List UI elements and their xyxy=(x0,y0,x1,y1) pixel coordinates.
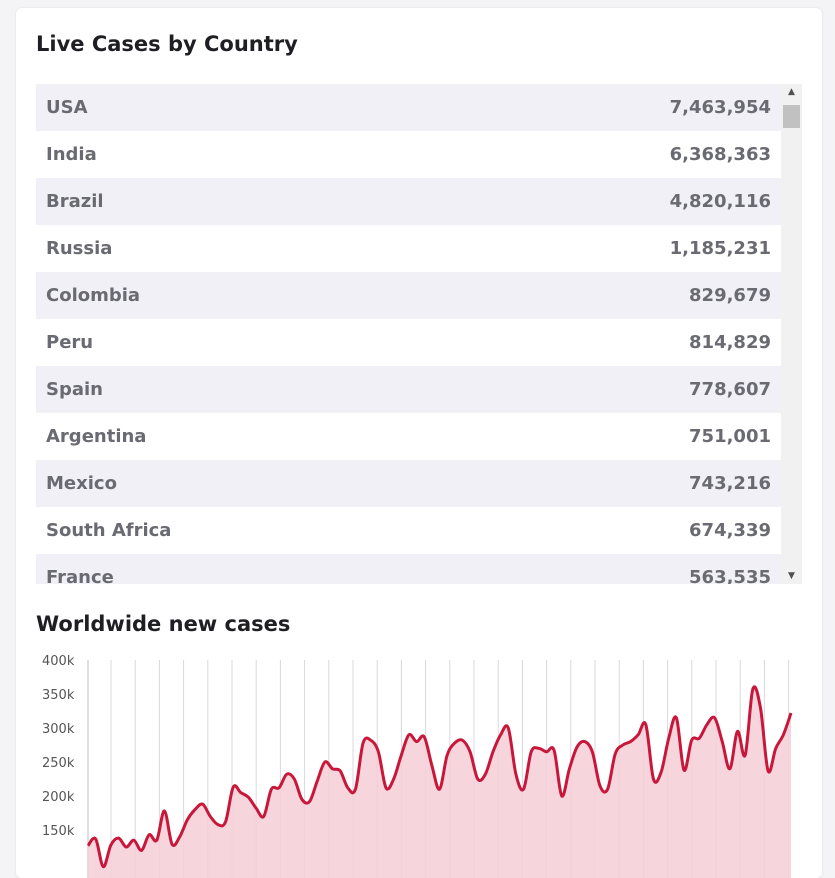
scrollbar-thumb[interactable] xyxy=(783,105,800,128)
table-rows: USA 7,463,954 India 6,368,363 Brazil 4,820,11… xyxy=(36,84,781,584)
table-title: Live Cases by Country xyxy=(36,32,298,56)
table-row: Peru 814,829 xyxy=(36,319,781,366)
country-name: Brazil xyxy=(46,191,104,212)
case-count: 778,607 xyxy=(689,379,771,400)
y-tick-label: 350k xyxy=(42,688,75,703)
case-count: 829,679 xyxy=(689,285,771,306)
table-row: Colombia 829,679 xyxy=(36,272,781,319)
country-name: Peru xyxy=(46,332,94,353)
series-line xyxy=(86,685,793,869)
country-name: Spain xyxy=(46,379,103,400)
country-name: Argentina xyxy=(46,426,147,447)
chart-svg: 400k 350k 300k 250k 200k 150k xyxy=(42,654,793,878)
case-count: 743,216 xyxy=(689,473,771,494)
country-name: India xyxy=(46,144,97,165)
case-count: 7,463,954 xyxy=(669,97,771,118)
area-fill xyxy=(88,686,791,878)
table-row: Spain 778,607 xyxy=(36,366,781,413)
country-name: Mexico xyxy=(46,473,117,494)
y-tick-label: 400k xyxy=(42,654,75,669)
country-name: Colombia xyxy=(46,285,141,306)
table-scrollbar[interactable]: ▲ ▼ xyxy=(781,84,802,584)
case-count: 4,820,116 xyxy=(669,191,771,212)
y-tick-label: 150k xyxy=(42,824,75,839)
worldwide-cases-chart: 400k 350k 300k 250k 200k 150k xyxy=(16,648,822,878)
chart-title: Worldwide new cases xyxy=(36,612,291,636)
y-tick-label: 200k xyxy=(42,790,75,805)
case-count: 751,001 xyxy=(689,426,771,447)
case-count: 814,829 xyxy=(689,332,771,353)
case-count: 6,368,363 xyxy=(669,144,771,165)
y-tick-label: 250k xyxy=(42,756,75,771)
country-cases-table[interactable]: USA 7,463,954 India 6,368,363 Brazil 4,820,11… xyxy=(36,84,802,584)
case-count: 674,339 xyxy=(689,520,771,541)
live-cases-card: Live Cases by Country USA 7,463,954 India 6… xyxy=(16,8,822,878)
country-name: Russia xyxy=(46,238,113,259)
case-count: 1,185,231 xyxy=(669,238,771,259)
country-name: South Africa xyxy=(46,520,172,541)
country-name: France xyxy=(46,567,114,584)
table-row: India 6,368,363 xyxy=(36,131,781,178)
table-row: USA 7,463,954 xyxy=(36,84,781,131)
table-row: France 563,535 xyxy=(36,554,781,584)
country-name: USA xyxy=(46,97,88,118)
table-row: South Africa 674,339 xyxy=(36,507,781,554)
y-tick-label: 300k xyxy=(42,722,75,737)
scroll-down-icon[interactable]: ▼ xyxy=(788,571,795,581)
table-row: Mexico 743,216 xyxy=(36,460,781,507)
table-row: Brazil 4,820,116 xyxy=(36,178,781,225)
table-row: Argentina 751,001 xyxy=(36,413,781,460)
scroll-up-icon[interactable]: ▲ xyxy=(788,87,795,97)
case-count: 563,535 xyxy=(689,567,771,584)
table-row: Russia 1,185,231 xyxy=(36,225,781,272)
